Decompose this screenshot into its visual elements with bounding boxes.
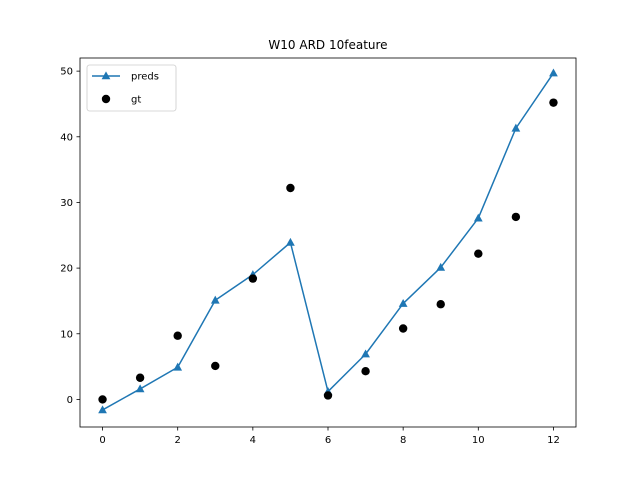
point-gt-7 — [361, 366, 370, 376]
x-tick-label-10: 10 — [472, 435, 485, 446]
marker-preds-1 — [135, 384, 145, 393]
point-gt-10 — [474, 249, 483, 258]
marker-preds-0 — [98, 405, 107, 414]
x-tick-label-8: 8 — [400, 435, 406, 446]
y-tick-label-30: 30 — [60, 198, 73, 209]
point-gt-3 — [211, 361, 220, 371]
marker-preds-10 — [473, 213, 483, 222]
legend-label-gt: gt — [131, 95, 141, 106]
marker-preds-5 — [286, 237, 295, 246]
point-gt-12 — [549, 98, 558, 107]
legend-label-preds: preds — [131, 72, 159, 83]
y-tick-label-20: 20 — [60, 264, 73, 275]
legend-marker-gt — [101, 94, 111, 104]
point-gt-2 — [173, 331, 182, 340]
y-tick-label-0: 0 — [67, 395, 73, 406]
x-tick-label-6: 6 — [325, 435, 331, 446]
x-tick-label-12: 12 — [547, 435, 560, 446]
axes: 0 2 4 6 8 10 12 0 10 20 30 40 50 — [60, 57, 577, 446]
chart-title: W10 ARD 10feature — [268, 38, 387, 52]
legend-entry-gt: gt — [101, 94, 141, 106]
point-gt-8 — [398, 324, 408, 333]
plot-area — [98, 68, 558, 414]
legend-entry-preds: preds — [92, 71, 159, 83]
point-gt-5 — [286, 183, 295, 193]
marker-preds-8 — [398, 298, 408, 307]
marker-preds-7 — [361, 349, 370, 358]
point-gt-11 — [511, 212, 521, 222]
point-gt-1 — [135, 373, 145, 382]
x-tick-label-2: 2 — [175, 435, 181, 446]
marker-preds-11 — [511, 123, 521, 132]
marker-preds-12 — [549, 68, 558, 77]
x-tick-label-0: 0 — [99, 435, 105, 446]
x-tick-label-4: 4 — [250, 435, 256, 446]
y-tick-label-40: 40 — [60, 132, 73, 143]
legend: preds gt — [86, 64, 177, 112]
y-tick-label-50: 50 — [60, 67, 73, 78]
y-tick-label-10: 10 — [60, 329, 73, 340]
marker-preds-3 — [210, 295, 220, 304]
point-gt-4 — [248, 274, 258, 283]
series-gt — [98, 98, 558, 404]
marker-preds-9 — [436, 262, 446, 271]
legend-marker-preds — [101, 71, 111, 80]
point-gt-6 — [323, 391, 333, 400]
point-gt-0 — [98, 395, 107, 404]
point-gt-9 — [436, 300, 445, 309]
marker-preds-2 — [173, 362, 183, 371]
